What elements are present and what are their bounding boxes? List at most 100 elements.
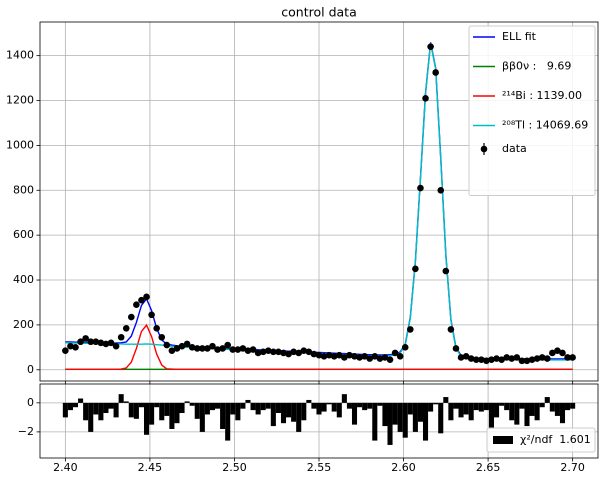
residual-bar xyxy=(539,402,545,408)
residual-bar xyxy=(321,402,327,412)
residual-bar xyxy=(326,402,332,405)
residual-bar xyxy=(382,402,388,427)
residual-bar xyxy=(164,402,170,416)
residual-bar xyxy=(255,402,261,415)
data-point xyxy=(407,326,414,333)
data-point xyxy=(381,354,389,361)
data-point xyxy=(518,357,526,365)
residual-bar xyxy=(544,397,550,403)
residual-bar xyxy=(301,402,307,421)
data-point xyxy=(417,184,424,192)
residual-bar xyxy=(534,402,540,421)
y-tick-label: 600 xyxy=(13,228,34,241)
data-point xyxy=(341,354,348,361)
residual-bar xyxy=(499,402,505,406)
residual-bar xyxy=(296,402,302,432)
data-point xyxy=(401,344,409,351)
residual-bar xyxy=(149,402,155,425)
residual-bar xyxy=(199,402,205,432)
residual-bar xyxy=(367,402,373,409)
data-point xyxy=(569,354,576,361)
residual-bar xyxy=(438,402,444,434)
data-point xyxy=(442,267,450,275)
y-tick-label: 800 xyxy=(13,183,34,196)
data-point xyxy=(503,354,510,361)
residual-bar xyxy=(570,402,576,409)
residual-bar xyxy=(169,402,175,429)
data-point xyxy=(371,353,379,360)
residual-bar xyxy=(123,401,129,403)
axes-frame xyxy=(39,21,599,382)
data-point xyxy=(295,349,303,357)
residual-bar xyxy=(316,402,322,415)
residual-bar xyxy=(448,402,454,421)
legend-label: ββ0ν : 9.69 xyxy=(502,60,571,73)
data-point xyxy=(234,346,242,353)
residual-bar xyxy=(412,402,418,432)
x-tick-label: 2.40 xyxy=(53,461,78,474)
residual-bar xyxy=(275,402,281,414)
data-point xyxy=(467,355,475,362)
data-point xyxy=(432,69,439,76)
data-point xyxy=(564,354,571,361)
residual-bar xyxy=(336,402,342,418)
residual-bar xyxy=(133,402,139,419)
residual-bar xyxy=(154,402,160,408)
data-point xyxy=(193,345,201,352)
data-point xyxy=(310,350,318,358)
y-tick-label: −2 xyxy=(18,425,34,438)
residual-bar xyxy=(270,402,276,427)
residual-bar xyxy=(514,402,520,425)
data-point xyxy=(361,353,368,360)
data-point xyxy=(204,345,211,352)
data-point xyxy=(325,351,333,359)
residual-bar xyxy=(473,402,479,411)
data-point xyxy=(498,356,505,363)
data-point xyxy=(219,345,226,352)
residual-bar xyxy=(204,402,210,415)
residual-bar xyxy=(549,402,555,412)
data-point xyxy=(72,344,79,351)
residual-bar xyxy=(118,394,124,403)
data-point xyxy=(457,354,465,361)
data-point xyxy=(92,338,100,346)
residual-bar xyxy=(225,402,231,441)
residual-bar xyxy=(194,402,200,419)
data-point xyxy=(508,355,516,362)
data-point xyxy=(386,356,394,363)
data-point xyxy=(138,296,145,304)
legend-label: ²¹⁴Bi : 1139.00 xyxy=(502,89,582,102)
data-point xyxy=(523,357,531,365)
data-point xyxy=(128,313,135,321)
residual-bar xyxy=(291,402,297,422)
residual-bar xyxy=(331,402,337,412)
data-point xyxy=(472,356,480,363)
data-point xyxy=(107,339,115,347)
residual-bar xyxy=(184,401,190,403)
residual-bar xyxy=(377,402,383,406)
residual-bar xyxy=(458,402,464,418)
residual-bar xyxy=(311,402,317,409)
data-point xyxy=(102,340,110,348)
residual-bar xyxy=(103,402,109,414)
data-point xyxy=(280,349,287,357)
data-point xyxy=(173,345,181,352)
residual-bar xyxy=(250,402,256,411)
residual-bar xyxy=(67,402,73,411)
data-point xyxy=(290,348,297,356)
residual-bar xyxy=(138,402,144,408)
residual-bar xyxy=(453,402,459,409)
data-point xyxy=(351,353,358,360)
residual-bar xyxy=(372,402,378,441)
residual-bar xyxy=(98,402,104,421)
residual-bar xyxy=(387,402,393,445)
y-tick-label: 400 xyxy=(13,273,34,286)
data-point xyxy=(112,342,120,350)
data-point xyxy=(478,356,485,363)
residual-bar xyxy=(433,402,439,405)
residual-bar xyxy=(402,402,408,438)
data-point xyxy=(483,357,490,365)
data-point xyxy=(188,344,196,351)
data-point xyxy=(437,186,445,194)
